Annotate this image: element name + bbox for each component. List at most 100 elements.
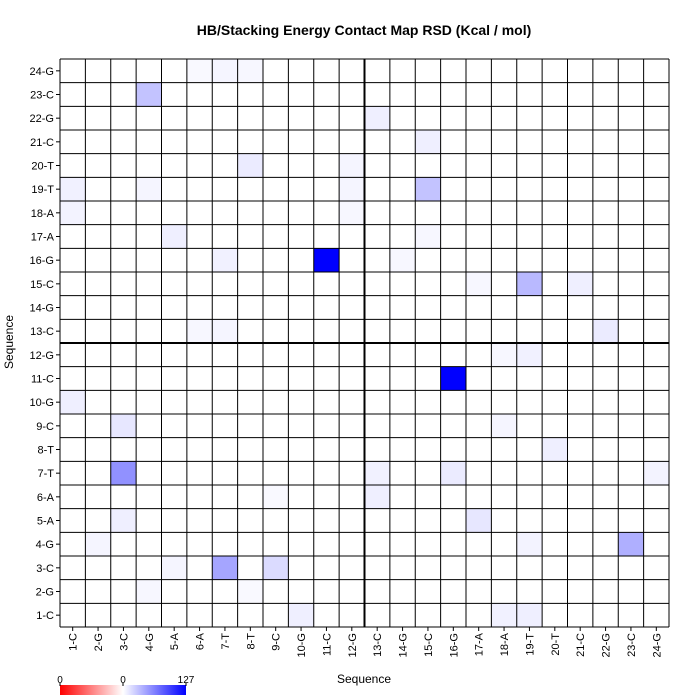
- x-tick-label: 17-A: [474, 632, 486, 656]
- x-tick-label: 22-G: [601, 633, 613, 657]
- x-tick-label: 3-C: [118, 633, 130, 651]
- x-tick-label: 12-G: [347, 633, 359, 657]
- x-tick-label: 7-T: [220, 633, 232, 650]
- y-tick-label: 20-T: [31, 161, 54, 173]
- heatmap-cell-19-T-4-G: [136, 177, 162, 201]
- heatmap-cell-18-A-1-C: [60, 201, 86, 225]
- y-tick-label: 24-G: [30, 66, 54, 78]
- heatmap-cell-24-G-6-A: [186, 59, 213, 83]
- x-tick-label: 21-C: [575, 633, 587, 657]
- y-tick-label: 23-C: [30, 90, 54, 102]
- heatmap-cell-10-G-1-C: [60, 390, 86, 414]
- heatmap-cell-4-G-23-C: [618, 532, 644, 556]
- colorbar-min-label: 0: [57, 675, 63, 686]
- heatmap-cell-4-G-19-T: [516, 532, 543, 556]
- heatmap-cell-19-T-1-C: [60, 177, 86, 201]
- y-tick-label: 14-G: [30, 303, 54, 315]
- chart-title: HB/Stacking Energy Contact Map RSD (Kcal…: [197, 22, 532, 38]
- heatmap-cell-2-G-4-G: [136, 579, 162, 604]
- heatmap-cell-9-C-18-A: [491, 414, 517, 438]
- heatmap-cell-20-T-8-T: [237, 153, 263, 178]
- y-tick-label: 5-A: [37, 516, 55, 528]
- x-tick-label: 10-G: [296, 633, 308, 657]
- y-tick-label: 2-G: [36, 587, 54, 599]
- x-tick-label: 8-T: [245, 633, 257, 650]
- heatmap-cell-16-G-7-T: [212, 248, 238, 272]
- heatmap-cell-12-G-19-T: [516, 343, 543, 367]
- x-tick-label: 13-C: [372, 633, 384, 657]
- x-tick-label: 9-C: [271, 633, 283, 651]
- heatmap-cell-13-C-7-T: [212, 319, 238, 343]
- x-tick-label: 11-C: [321, 633, 333, 656]
- heatmap-cell-4-G-2-G: [85, 532, 111, 556]
- heatmap-cell-7-T-13-C: [364, 461, 390, 485]
- heatmap-cell-8-T-20-T: [542, 437, 568, 462]
- x-tick-label: 5-A: [169, 632, 181, 650]
- y-tick-label: 10-G: [30, 397, 54, 409]
- y-tick-label: 21-C: [30, 137, 54, 149]
- heatmap-cell-3-C-7-T: [212, 556, 238, 580]
- y-tick-label: 13-C: [30, 326, 54, 338]
- heatmap-cell-18-A-12-G: [339, 201, 365, 225]
- heatmap-cell-17-A-5-A: [161, 224, 187, 249]
- heatmap-cell-15-C-21-C: [567, 272, 593, 296]
- heatmap-cell-7-T-24-G: [643, 461, 669, 485]
- y-tick-label: 16-G: [30, 255, 54, 267]
- y-tick-label: 4-G: [36, 539, 54, 551]
- y-tick-label: 1-C: [36, 610, 54, 622]
- heatmap-cell-5-A-3-C: [110, 508, 137, 533]
- y-axis-label: Sequence: [2, 315, 16, 369]
- heatmap-cell-23-C-4-G: [136, 82, 162, 107]
- y-tick-label: 3-C: [36, 563, 54, 575]
- heatmap-cell-6-A-13-C: [364, 485, 390, 509]
- heatmap-cell-1-C-18-A: [491, 603, 517, 627]
- x-tick-label: 14-G: [398, 633, 410, 657]
- y-tick-label: 18-A: [31, 208, 55, 220]
- heatmap-cell-6-A-9-C: [263, 485, 289, 509]
- y-tick-label: 11-C: [31, 374, 54, 386]
- x-tick-label: 23-C: [626, 633, 638, 657]
- x-tick-label: 20-T: [550, 633, 562, 656]
- y-tick-label: 12-G: [30, 350, 54, 362]
- heatmap-cell-1-C-19-T: [516, 603, 543, 627]
- heatmap-cell-7-T-3-C: [110, 461, 137, 485]
- heatmap-cell-13-C-6-A: [186, 319, 213, 343]
- heatmap-cell-24-G-8-T: [237, 59, 263, 83]
- y-tick-label: 15-C: [30, 279, 54, 291]
- y-tick-labels: 1-C 2-G 3-C 4-G 5-A 6-A 7-T 8-T 9-C 10-G 11-C 12-G 1…: [30, 66, 60, 622]
- y-tick-label: 17-A: [31, 232, 55, 244]
- heatmap-cell-1-C-10-G: [288, 603, 314, 627]
- heatmap-grid: [59, 58, 670, 628]
- x-tick-label: 2-G: [93, 633, 105, 651]
- x-tick-label: 16-G: [448, 633, 460, 657]
- y-tick-label: 9-C: [36, 421, 54, 433]
- x-tick-label: 1-C: [68, 633, 80, 651]
- heatmap-cell-13-C-22-G: [592, 319, 619, 343]
- heatmap-cell-15-C-19-T: [516, 272, 543, 296]
- colorbar-mid-label: 0: [120, 675, 126, 686]
- y-tick-label: 6-A: [37, 492, 55, 504]
- x-tick-label: 19-T: [524, 633, 536, 656]
- x-tick-label: 4-G: [144, 633, 156, 651]
- x-axis-label: Sequence: [337, 672, 391, 686]
- x-tick-label: 18-A: [499, 632, 511, 656]
- heatmap-cell-11-C-16-G: [440, 366, 466, 391]
- heatmap-cell-3-C-9-C: [263, 556, 289, 580]
- heatmap-cell-24-G-7-T: [212, 59, 238, 83]
- heatmap-cell-21-C-15-C: [415, 130, 441, 154]
- heatmap-cell-2-G-8-T: [237, 579, 263, 604]
- heatmap-cells: [60, 59, 669, 627]
- heatmap-cell-19-T-15-C: [415, 177, 441, 201]
- colorbar-max-label: 127: [178, 675, 195, 686]
- colorbar: [60, 685, 186, 695]
- x-tick-labels: 1-C 2-G 3-C 4-G 5-A 6-A 7-T 8-T 9-C 10-G 11-C 12-G 1…: [68, 627, 663, 657]
- x-tick-label: 15-C: [423, 633, 435, 657]
- heatmap-cell-3-C-5-A: [161, 556, 187, 580]
- heatmap-cell-5-A-17-A: [466, 508, 492, 533]
- heatmap-cell-19-T-12-G: [339, 177, 365, 201]
- heatmap-cell-7-T-16-G: [440, 461, 466, 485]
- heatmap-cell-9-C-3-C: [110, 414, 137, 438]
- y-tick-label: 19-T: [31, 184, 54, 196]
- x-tick-label: 6-A: [195, 632, 207, 650]
